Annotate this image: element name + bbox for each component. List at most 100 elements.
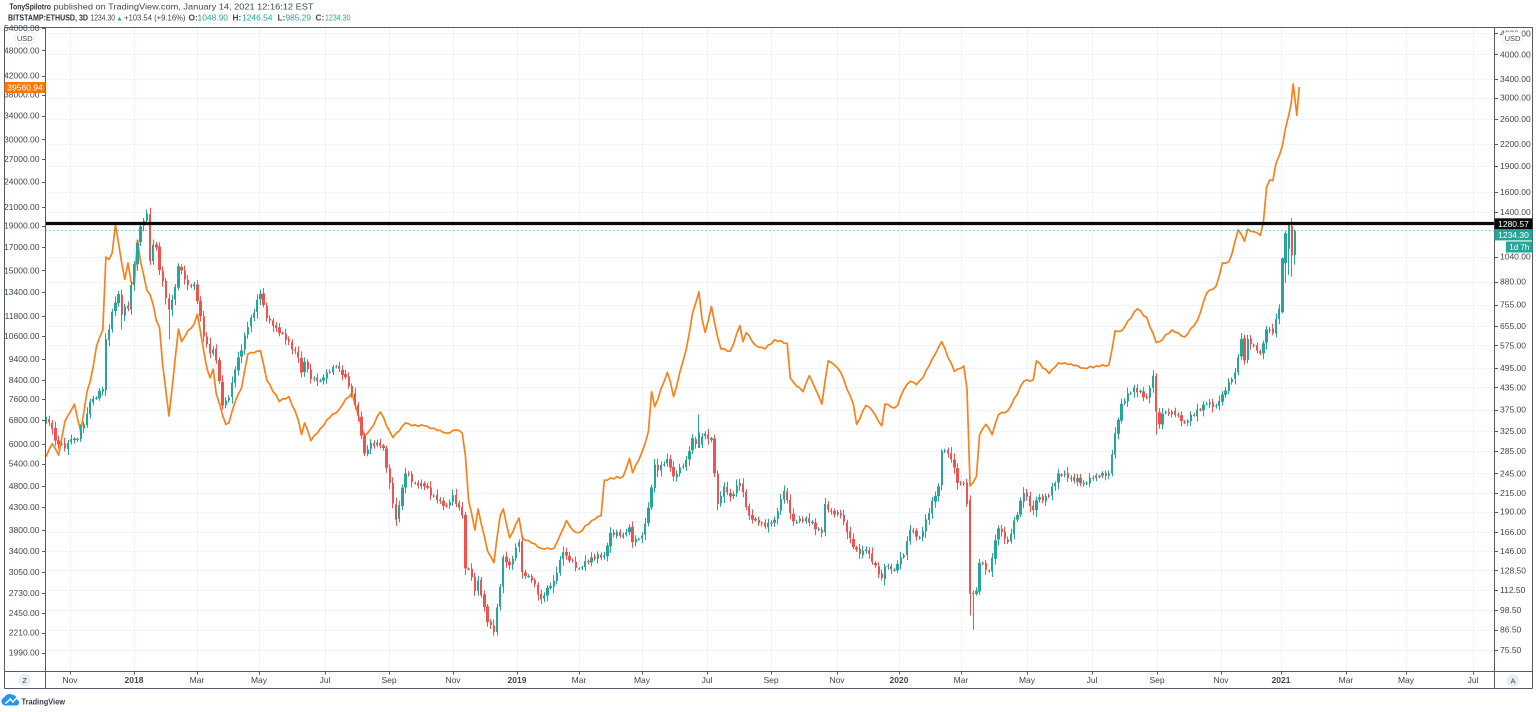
svg-text:2021: 2021 [1272, 675, 1291, 685]
svg-text:+103.54 (+9.16%): +103.54 (+9.16%) [124, 13, 186, 23]
svg-text:1246.54: 1246.54 [242, 13, 273, 23]
svg-text:TonySpilotro: TonySpilotro [9, 2, 51, 12]
svg-text:1900.00: 1900.00 [1500, 161, 1531, 171]
svg-text:11800.00: 11800.00 [5, 311, 40, 321]
svg-text:575.00: 575.00 [1500, 340, 1526, 350]
svg-text:3050.00: 3050.00 [9, 567, 40, 577]
svg-text:2018: 2018 [125, 675, 144, 685]
svg-text:34000.00: 34000.00 [4, 111, 40, 121]
svg-text:May: May [251, 675, 268, 685]
svg-text:Jul: Jul [320, 675, 331, 685]
svg-text:9400.00: 9400.00 [9, 354, 40, 364]
svg-text:4300.00: 4300.00 [9, 502, 40, 512]
svg-text:1600.00: 1600.00 [1500, 187, 1531, 197]
svg-text:3800.00: 3800.00 [9, 525, 40, 535]
svg-text:Jul: Jul [1468, 675, 1479, 685]
svg-text:L:: L: [278, 13, 286, 23]
svg-text:Mar: Mar [572, 675, 587, 685]
svg-text:3400.00: 3400.00 [1500, 74, 1531, 84]
svg-text:128.50: 128.50 [1500, 565, 1526, 575]
svg-text:38000.00: 38000.00 [4, 90, 40, 100]
svg-text:985.29: 985.29 [286, 13, 312, 23]
svg-text:21000.00: 21000.00 [4, 202, 40, 212]
svg-text:880.00: 880.00 [1500, 277, 1526, 287]
svg-text:BITSTAMP:ETHUSD, 3D: BITSTAMP:ETHUSD, 3D [8, 13, 88, 23]
svg-text:86.50: 86.50 [1500, 625, 1522, 635]
svg-text:655.00: 655.00 [1500, 321, 1526, 331]
svg-text:May: May [1019, 675, 1036, 685]
svg-text:Nov: Nov [829, 675, 845, 685]
svg-text:Mar: Mar [190, 675, 205, 685]
svg-text:755.00: 755.00 [1500, 300, 1526, 310]
svg-text:Sep: Sep [381, 675, 396, 685]
svg-text:495.00: 495.00 [1500, 363, 1526, 373]
svg-text:3000.00: 3000.00 [1500, 93, 1531, 103]
svg-text:15000.00: 15000.00 [4, 265, 40, 275]
svg-text:May: May [1398, 675, 1415, 685]
svg-text:2210.00: 2210.00 [9, 628, 40, 638]
svg-text:30000.00: 30000.00 [4, 134, 40, 144]
svg-text:2019: 2019 [508, 675, 527, 685]
svg-text:1234.30: 1234.30 [91, 13, 116, 23]
svg-text:Jul: Jul [702, 675, 713, 685]
svg-text:O:: O: [189, 13, 198, 23]
svg-text:Nov: Nov [445, 675, 461, 685]
svg-text:3400.00: 3400.00 [9, 546, 40, 556]
svg-text:166.00: 166.00 [1500, 527, 1526, 537]
svg-text:285.00: 285.00 [1500, 446, 1526, 456]
svg-text:1234.30: 1234.30 [325, 13, 351, 23]
svg-text:435.00: 435.00 [1500, 382, 1526, 392]
svg-text:1d 7h: 1d 7h [1509, 243, 1529, 252]
svg-text:4000.00: 4000.00 [1500, 49, 1531, 59]
svg-text:19000.00: 19000.00 [4, 221, 40, 231]
svg-text:Mar: Mar [954, 675, 969, 685]
svg-text:6000.00: 6000.00 [9, 439, 40, 449]
svg-text:4800.00: 4800.00 [9, 481, 40, 491]
svg-text:24000.00: 24000.00 [4, 177, 40, 187]
svg-text:42000.00: 42000.00 [4, 71, 40, 81]
svg-text:USD: USD [17, 34, 33, 43]
svg-text:Mar: Mar [1339, 675, 1354, 685]
svg-text:2730.00: 2730.00 [9, 588, 40, 598]
svg-text:13400.00: 13400.00 [4, 287, 40, 297]
svg-text:2020: 2020 [890, 675, 909, 685]
svg-text:10600.00: 10600.00 [4, 331, 40, 341]
svg-text:TradingView: TradingView [22, 697, 66, 707]
svg-text:▲: ▲ [116, 16, 122, 23]
svg-text:190.00: 190.00 [1500, 507, 1526, 517]
svg-text:6800.00: 6800.00 [9, 415, 40, 425]
svg-text:75.50: 75.50 [1500, 645, 1522, 655]
svg-text:Sep: Sep [763, 675, 778, 685]
svg-text:USD: USD [1505, 34, 1521, 43]
svg-text:54000.00: 54000.00 [4, 23, 40, 33]
svg-text:A: A [1510, 676, 1515, 685]
svg-text:1990.00: 1990.00 [9, 648, 40, 658]
svg-text:Jul: Jul [1087, 675, 1098, 685]
svg-text:2450.00: 2450.00 [9, 608, 40, 618]
svg-text:27000.00: 27000.00 [4, 154, 40, 164]
svg-text:C:: C: [316, 13, 325, 23]
svg-text:1048.90: 1048.90 [198, 13, 229, 23]
svg-text:98.50: 98.50 [1500, 605, 1522, 615]
svg-text:1400.00: 1400.00 [1500, 207, 1531, 217]
svg-text:Z: Z [22, 676, 27, 685]
svg-text:8400.00: 8400.00 [9, 375, 40, 385]
svg-text:1040.00: 1040.00 [1500, 252, 1531, 262]
svg-text:146.00: 146.00 [1500, 546, 1526, 556]
svg-text:48000.00: 48000.00 [4, 45, 40, 55]
svg-text:2600.00: 2600.00 [1500, 114, 1531, 124]
svg-text:published on TradingView.com,: published on TradingView.com, January 14… [54, 2, 314, 12]
svg-text:Nov: Nov [62, 675, 78, 685]
svg-text:375.00: 375.00 [1500, 405, 1526, 415]
svg-text:1234.30: 1234.30 [1498, 230, 1529, 240]
svg-text:112.50: 112.50 [1500, 585, 1526, 595]
svg-text:5400.00: 5400.00 [9, 459, 40, 469]
svg-text:1280.57: 1280.57 [1498, 219, 1529, 229]
svg-text:Nov: Nov [1213, 675, 1229, 685]
svg-text:39560.94: 39560.94 [7, 83, 43, 93]
svg-text:May: May [634, 675, 651, 685]
svg-text:Sep: Sep [1149, 675, 1164, 685]
svg-text:325.00: 325.00 [1500, 426, 1526, 436]
svg-text:7600.00: 7600.00 [9, 394, 40, 404]
svg-text:2200.00: 2200.00 [1500, 139, 1531, 149]
